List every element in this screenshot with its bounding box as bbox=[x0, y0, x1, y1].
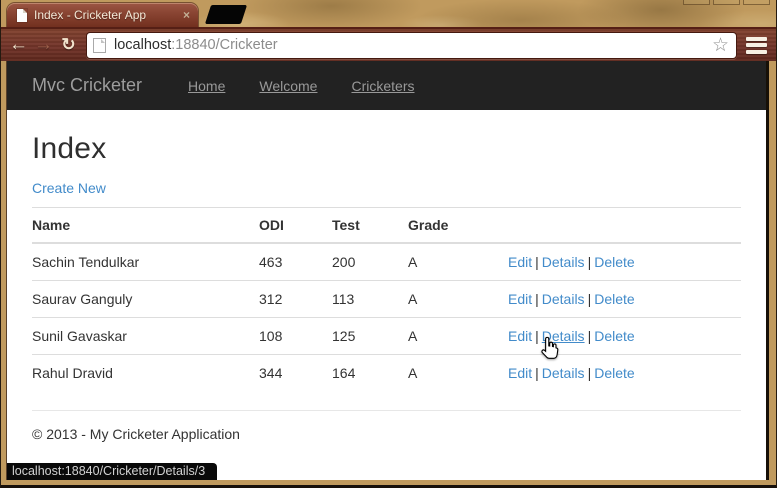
cell-odi: 108 bbox=[259, 317, 332, 355]
header-actions bbox=[508, 207, 741, 244]
separator: | bbox=[535, 254, 539, 270]
url-text[interactable]: localhost:18840/Cricketer bbox=[114, 37, 278, 53]
bookmark-star-icon[interactable]: ☆ bbox=[711, 34, 729, 56]
table-header-row: Name ODI Test Grade bbox=[32, 207, 741, 244]
edit-link[interactable]: Edit bbox=[508, 291, 533, 307]
table-row: Saurav Ganguly 312 113 A Edit | Details | De… bbox=[32, 280, 741, 318]
delete-link[interactable]: Delete bbox=[594, 254, 635, 270]
delete-link[interactable]: Delete bbox=[594, 291, 635, 307]
create-new-link[interactable]: Create New bbox=[32, 180, 106, 196]
edit-link[interactable]: Edit bbox=[508, 365, 533, 381]
details-link-hovered[interactable]: Details bbox=[541, 328, 585, 344]
cell-test: 164 bbox=[332, 354, 408, 391]
nav-link-home[interactable]: Home bbox=[188, 77, 226, 94]
cell-grade: A bbox=[408, 254, 418, 270]
page-title: Index bbox=[32, 132, 107, 165]
nav-link-cricketers[interactable]: Cricketers bbox=[351, 77, 415, 94]
header-name: Name bbox=[32, 207, 259, 244]
web-page: Mvc Cricketer Home Welcome Cricketers In… bbox=[6, 61, 769, 480]
separator: | bbox=[535, 365, 539, 381]
nav-link-welcome[interactable]: Welcome bbox=[259, 77, 318, 94]
navbar-brand[interactable]: Mvc Cricketer bbox=[32, 75, 143, 95]
cricketers-table: Name ODI Test Grade Sachin Tendulkar 463… bbox=[32, 207, 741, 391]
cell-test: 113 bbox=[332, 280, 408, 318]
cell-odi: 344 bbox=[259, 354, 332, 391]
cursor-pointer-icon bbox=[541, 336, 559, 359]
favicon-page-icon bbox=[17, 8, 27, 22]
browser-tab[interactable]: Index - Cricketer App × bbox=[7, 3, 198, 27]
edit-link[interactable]: Edit bbox=[508, 328, 533, 344]
close-window-button[interactable] bbox=[743, 0, 770, 5]
cell-name: Saurav Ganguly bbox=[32, 280, 259, 318]
cell-actions: Edit | Details | Delete bbox=[508, 280, 741, 318]
tab-strip: Index - Cricketer App × bbox=[1, 0, 776, 27]
cell-odi: 312 bbox=[259, 280, 332, 318]
url-path: :18840/Cricketer bbox=[171, 37, 278, 53]
table-row: Rahul Dravid 344 164 A Edit | Details | Dele… bbox=[32, 354, 741, 391]
cell-grade: A bbox=[408, 354, 508, 391]
footer-divider bbox=[32, 410, 741, 411]
minimize-button[interactable] bbox=[683, 0, 710, 5]
status-url-bubble: localhost:18840/Cricketer/Details/3 bbox=[7, 463, 218, 480]
details-link[interactable]: Details bbox=[541, 254, 585, 270]
cell-grade: A bbox=[408, 317, 508, 355]
cell-name: Rahul Dravid bbox=[32, 354, 259, 391]
back-icon[interactable]: ← bbox=[9, 34, 28, 55]
cell-name: Sunil Gavaskar bbox=[32, 317, 259, 355]
header-odi: ODI bbox=[259, 207, 332, 244]
cell-test: 125 bbox=[332, 317, 408, 355]
separator: | bbox=[587, 254, 592, 270]
table-row: Sachin Tendulkar 463 200 A Edit | Details |… bbox=[32, 243, 741, 281]
cell-name: Sachin Tendulkar bbox=[32, 254, 140, 270]
new-tab-button[interactable] bbox=[204, 5, 248, 24]
edit-link[interactable]: Edit bbox=[508, 254, 533, 270]
forward-icon: → bbox=[34, 34, 53, 55]
details-link[interactable]: Details bbox=[541, 365, 585, 381]
address-bar[interactable]: localhost:18840/Cricketer ☆ bbox=[86, 31, 737, 59]
window-controls bbox=[683, 0, 770, 5]
separator: | bbox=[587, 291, 592, 307]
reload-icon[interactable]: ↻ bbox=[61, 35, 76, 54]
cell-grade: A bbox=[408, 280, 508, 318]
header-grade: Grade bbox=[408, 207, 508, 244]
separator: | bbox=[587, 328, 592, 344]
separator: | bbox=[587, 365, 592, 381]
tab-title: Index - Cricketer App bbox=[34, 8, 147, 22]
menu-icon[interactable] bbox=[744, 36, 769, 55]
cell-test: 200 bbox=[332, 254, 356, 270]
browser-toolbar: ← → ↻ localhost:18840/Cricketer ☆ bbox=[1, 27, 776, 61]
content-container: Index Create New Name ODI Test Grade Sac… bbox=[7, 132, 766, 442]
cell-odi: 463 bbox=[259, 254, 283, 270]
cell-actions: Edit | Details | Delete bbox=[508, 243, 741, 281]
delete-link[interactable]: Delete bbox=[594, 365, 635, 381]
app-navbar: Mvc Cricketer Home Welcome Cricketers bbox=[7, 61, 766, 110]
details-link[interactable]: Details bbox=[541, 291, 585, 307]
url-host: localhost bbox=[114, 37, 172, 53]
footer-copyright: © 2013 - My Cricketer Application bbox=[32, 426, 240, 442]
maximize-button[interactable] bbox=[713, 0, 740, 5]
separator: | bbox=[535, 291, 539, 307]
delete-link[interactable]: Delete bbox=[594, 328, 635, 344]
header-test: Test bbox=[332, 207, 408, 244]
separator: | bbox=[535, 328, 539, 344]
page-icon bbox=[94, 38, 105, 52]
table-row: Sunil Gavaskar 108 125 A Edit | Details | De… bbox=[32, 317, 741, 355]
tab-close-icon[interactable]: × bbox=[182, 8, 190, 22]
cell-actions: Edit | Details | Delete bbox=[508, 354, 741, 391]
